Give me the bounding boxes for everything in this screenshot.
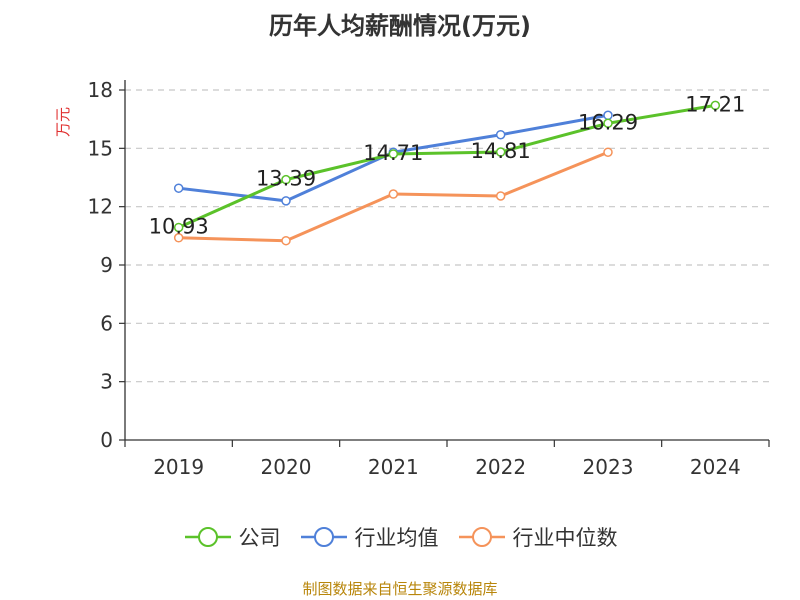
data-label: 14.81 xyxy=(471,139,531,163)
data-point-2 xyxy=(495,191,506,201)
y-tick-label: 3 xyxy=(100,370,113,394)
source-footer: 制图数据来自恒生聚源数据库 xyxy=(302,580,498,598)
legend-marker-industry-median-icon xyxy=(458,527,505,547)
y-tick-label: 0 xyxy=(100,428,113,452)
data-point-0 xyxy=(388,149,399,159)
y-tick-label: 12 xyxy=(88,195,113,219)
data-point-0 xyxy=(173,222,184,233)
data-point-0 xyxy=(710,100,721,111)
data-label: 14.71 xyxy=(363,141,423,165)
x-tick-label: 2023 xyxy=(583,455,634,479)
legend-marker-industry-avg-icon xyxy=(300,527,347,547)
data-label: 16.29 xyxy=(578,110,638,134)
data-point-2 xyxy=(173,233,184,243)
legend-item-industry-avg[interactable]: 行业均值 xyxy=(299,522,439,552)
legend-label-company: 公司 xyxy=(238,526,281,550)
x-tick-label: 2019 xyxy=(153,455,204,479)
legend: 公司 行业均值 行业中位数 xyxy=(0,520,800,554)
x-tick-label: 2022 xyxy=(475,455,526,479)
y-tick-label: 15 xyxy=(88,136,113,160)
y-tick-label: 18 xyxy=(88,78,113,102)
legend-item-industry-median[interactable]: 行业中位数 xyxy=(457,522,618,552)
data-point-1 xyxy=(281,196,291,206)
y-axis-label: 万元 xyxy=(54,107,72,137)
data-point-0 xyxy=(603,118,613,128)
chart-title: 历年人均薪酬情况(万元) xyxy=(269,12,531,40)
y-tick-label: 9 xyxy=(100,253,113,277)
x-tick-label: 2020 xyxy=(261,455,312,479)
data-point-1 xyxy=(495,129,506,140)
data-point-1 xyxy=(173,183,184,193)
x-tick-label: 2024 xyxy=(690,455,741,479)
legend-label-industry-median: 行业中位数 xyxy=(512,526,618,550)
data-point-2 xyxy=(281,235,291,246)
y-tick-label: 6 xyxy=(100,311,113,335)
x-tick-label: 2021 xyxy=(368,455,419,479)
data-label: 13.39 xyxy=(256,167,316,191)
data-point-0 xyxy=(495,147,506,157)
legend-label-industry-avg: 行业均值 xyxy=(354,526,439,550)
legend-item-company[interactable]: 公司 xyxy=(183,522,281,552)
data-point-0 xyxy=(281,174,291,185)
data-label: 17.21 xyxy=(685,92,745,116)
data-point-2 xyxy=(603,147,613,157)
legend-marker-company-icon xyxy=(184,527,231,547)
data-label: 10.93 xyxy=(149,214,209,238)
series-line-0 xyxy=(178,103,716,229)
data-point-2 xyxy=(388,189,399,199)
